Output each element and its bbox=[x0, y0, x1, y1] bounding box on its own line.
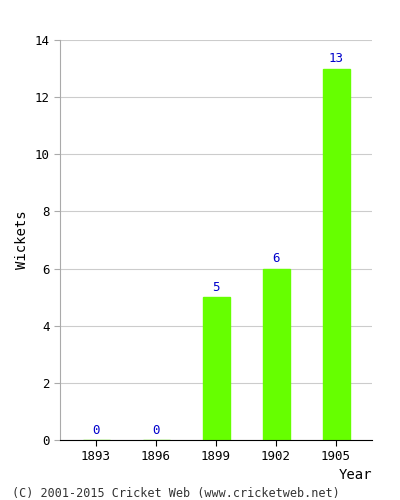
Text: 13: 13 bbox=[328, 52, 344, 65]
Y-axis label: Wickets: Wickets bbox=[15, 210, 29, 270]
Bar bbox=[262, 268, 290, 440]
Text: 5: 5 bbox=[212, 280, 220, 293]
Bar bbox=[202, 297, 230, 440]
Text: 6: 6 bbox=[272, 252, 280, 265]
Bar bbox=[322, 68, 350, 440]
Text: Year: Year bbox=[338, 468, 372, 482]
Text: 0: 0 bbox=[92, 424, 100, 436]
Text: (C) 2001-2015 Cricket Web (www.cricketweb.net): (C) 2001-2015 Cricket Web (www.cricketwe… bbox=[12, 488, 340, 500]
Text: 0: 0 bbox=[152, 424, 160, 436]
